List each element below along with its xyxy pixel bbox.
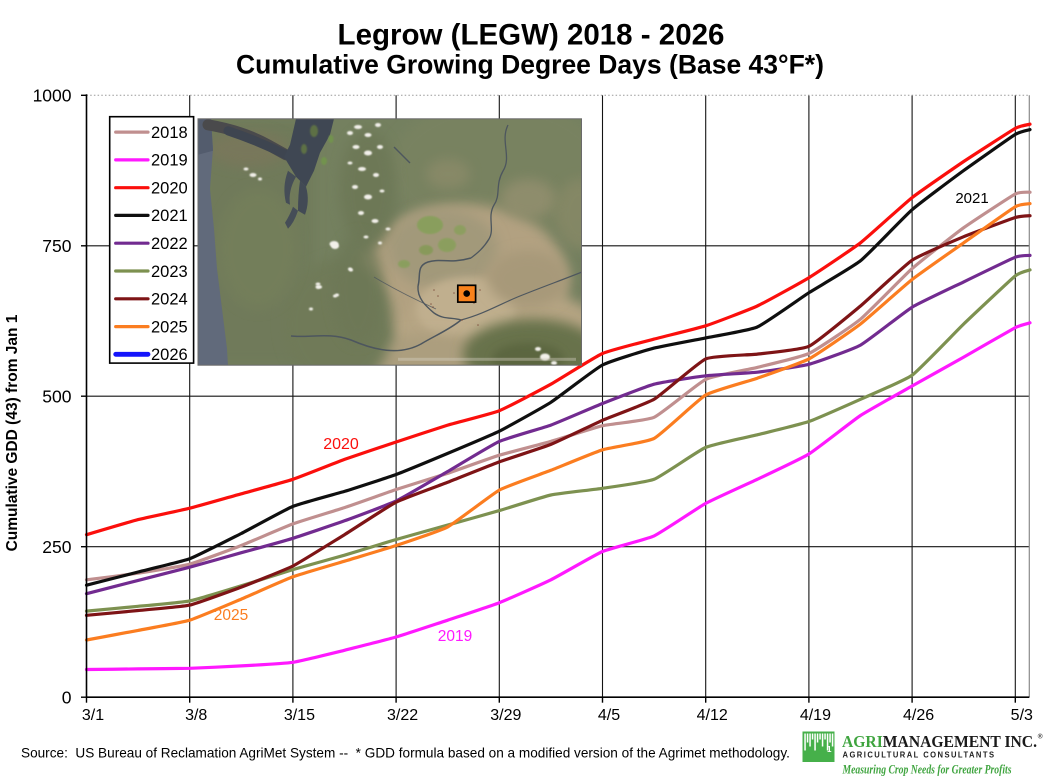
svg-text:2021: 2021	[151, 207, 188, 225]
svg-text:2022: 2022	[151, 235, 188, 253]
svg-text:2026: 2026	[151, 346, 188, 364]
svg-text:3/1: 3/1	[82, 707, 104, 724]
svg-text:4/12: 4/12	[697, 707, 728, 724]
svg-text:Cumulative GDD (43) from Jan 1: Cumulative GDD (43) from Jan 1	[4, 314, 21, 551]
svg-text:1: 1	[827, 745, 832, 754]
svg-text:Legrow (LEGW) 2018 - 2026: Legrow (LEGW) 2018 - 2026	[338, 19, 725, 52]
svg-text:2019: 2019	[151, 152, 188, 170]
svg-text:0: 0	[62, 687, 72, 707]
svg-text:AGRICULTURAL CONSULTANTS: AGRICULTURAL CONSULTANTS	[843, 750, 996, 760]
svg-text:3/22: 3/22	[387, 707, 418, 724]
svg-text:®: ®	[1038, 733, 1043, 741]
svg-text:2025: 2025	[214, 607, 248, 624]
svg-text:2025: 2025	[151, 318, 188, 336]
svg-text:AGRIMANAGEMENT INC.: AGRIMANAGEMENT INC.	[842, 732, 1037, 751]
svg-text:2019: 2019	[438, 628, 472, 645]
svg-text:250: 250	[42, 537, 71, 557]
svg-text:2024: 2024	[151, 291, 188, 309]
svg-text:Cumulative Growing Degree Days: Cumulative Growing Degree Days (Base 43°…	[236, 49, 824, 79]
svg-text:Measuring Crop Needs for Great: Measuring Crop Needs for Greater Profits	[842, 762, 1012, 777]
svg-text:500: 500	[42, 386, 71, 406]
svg-text:5/3: 5/3	[1011, 707, 1033, 724]
svg-text:3/8: 3/8	[185, 707, 207, 724]
svg-text:3/29: 3/29	[490, 707, 521, 724]
svg-text:4/5: 4/5	[598, 707, 620, 724]
svg-text:2023: 2023	[151, 263, 188, 281]
svg-text:1000: 1000	[33, 86, 72, 106]
svg-text:4/26: 4/26	[903, 707, 934, 724]
svg-text:2021: 2021	[955, 190, 988, 207]
svg-text:2020: 2020	[151, 180, 188, 198]
svg-text:Source: US Bureau of Reclamat: Source: US Bureau of Reclamation AgriMet…	[21, 746, 790, 761]
svg-text:2018: 2018	[151, 124, 188, 142]
svg-text:4/19: 4/19	[800, 707, 831, 724]
svg-text:2020: 2020	[323, 436, 359, 453]
svg-text:750: 750	[42, 236, 71, 256]
svg-text:3/15: 3/15	[284, 707, 315, 724]
